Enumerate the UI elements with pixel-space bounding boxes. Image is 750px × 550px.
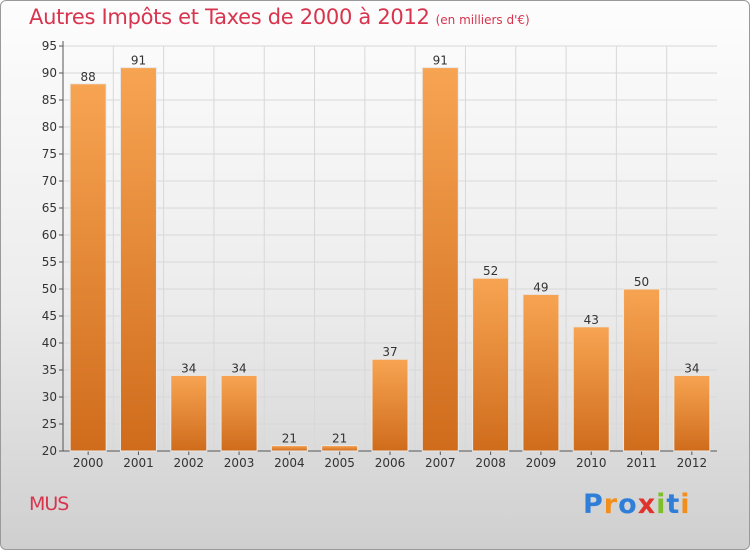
y-tick-label: 90 [42,66,57,80]
y-tick-label: 40 [42,336,57,350]
place-name: MUS [29,493,69,515]
bar-2007 [421,67,459,452]
chart-subtitle: (en milliers d'€) [435,13,530,27]
bar-2010 [572,326,610,452]
bar-2005 [321,445,359,452]
y-tick-label: 60 [42,228,57,242]
x-tick-label-2012: 2012 [677,456,708,470]
data-label-2005: 21 [332,432,347,446]
logo-letter: i [656,489,667,520]
bar-2009 [522,293,560,452]
data-label-2003: 34 [231,361,246,375]
bar-2006 [371,358,409,452]
logo-letter: t [666,489,681,520]
y-tick-label: 35 [42,363,57,377]
x-tick-label-2004: 2004 [274,456,305,470]
bar-2008 [472,277,510,452]
data-label-2000: 88 [81,70,96,84]
chart-title-row: Autres Impôts et Taxes de 2000 à 2012 (en… [29,5,530,29]
bar-2011 [623,288,661,452]
bar-2002 [170,374,208,452]
data-label-2011: 50 [634,275,649,289]
x-tick-label-2002: 2002 [173,456,204,470]
data-label-2009: 49 [533,280,548,294]
data-label-2010: 43 [584,313,599,327]
x-tick-label-2008: 2008 [475,456,506,470]
data-label-2006: 37 [382,345,397,359]
x-tick-label-2006: 2006 [375,456,406,470]
x-tick-label-2009: 2009 [526,456,557,470]
bar-2003 [220,374,258,452]
x-tick-label-2011: 2011 [626,456,657,470]
axes: 20 25 30 35 40 45 50 55 60 65 70 75 80 85 90 95 2000 2001… [42,39,717,470]
bars [69,67,711,452]
bar-2000 [69,83,107,452]
chart-title: Autres Impôts et Taxes de 2000 à 2012 [29,5,430,29]
x-tick-label-2005: 2005 [324,456,355,470]
y-tick-label: 80 [42,120,57,134]
y-tick-label: 30 [42,390,57,404]
y-tick-label: 20 [42,444,57,458]
data-label-2007: 91 [433,54,448,68]
proxiti-logo[interactable]: Proxiti [583,489,691,520]
data-label-2001: 91 [131,54,146,68]
x-tick-label-2000: 2000 [73,456,104,470]
y-tick-label: 25 [42,417,57,431]
data-label-2004: 21 [282,432,297,446]
x-tick-label-2001: 2001 [123,456,154,470]
logo-letter: r [603,489,619,520]
logo-letter: i [680,489,691,520]
x-tick-label-2007: 2007 [425,456,456,470]
bar-2004 [270,445,308,452]
logo-letter: o [618,489,638,520]
logo-letter: x [637,489,657,520]
x-tick-label-2010: 2010 [576,456,607,470]
y-tick-label: 65 [42,201,57,215]
y-tick-label: 50 [42,282,57,296]
data-label-2002: 34 [181,361,196,375]
y-tick-label: 45 [42,309,57,323]
data-label-2012: 34 [684,361,699,375]
x-tick-label-2003: 2003 [224,456,255,470]
y-tick-label: 85 [42,93,57,107]
y-tick-label: 70 [42,174,57,188]
y-tick-label: 95 [42,39,57,53]
data-labels: 88 91 34 34 21 21 37 91 52 49 43 50 34 [81,54,700,446]
bar-2001 [119,67,157,452]
y-tick-label: 75 [42,147,57,161]
logo-letter: P [583,489,604,520]
data-label-2008: 52 [483,264,498,278]
bar-2012 [673,374,711,452]
y-tick-label: 55 [42,255,57,269]
